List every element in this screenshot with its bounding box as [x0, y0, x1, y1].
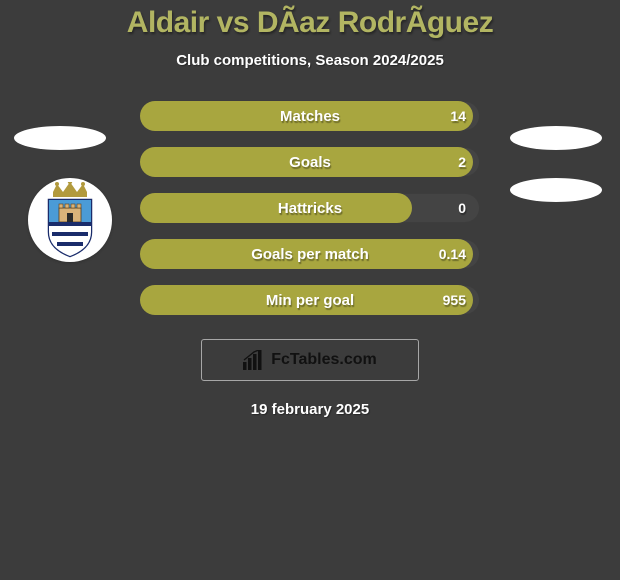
crown-icon	[53, 182, 87, 197]
club-badge	[28, 178, 112, 262]
stat-value: 955	[443, 292, 466, 308]
stats-container: Matches 14 Goals 2 Hattricks 0 Goals per…	[140, 101, 480, 315]
stat-label: Matches	[140, 108, 480, 125]
stat-row: Goals 2	[140, 147, 480, 177]
page-title: Aldair vs DÃ­az RodrÃ­guez	[0, 0, 620, 40]
fctables-icon	[243, 350, 265, 370]
page-subtitle: Club competitions, Season 2024/2025	[0, 52, 620, 69]
stat-label: Goals per match	[140, 246, 480, 263]
stat-value: 0.14	[439, 246, 466, 262]
stat-value: 2	[458, 154, 466, 170]
stat-label: Min per goal	[140, 292, 480, 309]
player-oval-left	[14, 126, 106, 150]
stat-value: 14	[450, 108, 466, 124]
footer-date: 19 february 2025	[0, 401, 620, 418]
fctables-badge: FcTables.com	[201, 339, 419, 381]
club-badge-svg	[35, 182, 105, 258]
stat-row: Min per goal 955	[140, 285, 480, 315]
player-oval-right-1	[510, 126, 602, 150]
stat-row: Hattricks 0	[140, 193, 480, 223]
stat-row: Goals per match 0.14	[140, 239, 480, 269]
shield-icon	[49, 200, 91, 256]
stat-value: 0	[458, 200, 466, 216]
stat-label: Hattricks	[140, 200, 480, 217]
comparison-infographic: Aldair vs DÃ­az RodrÃ­guez Club competit…	[0, 0, 620, 580]
fctables-label: FcTables.com	[271, 351, 377, 369]
stat-row: Matches 14	[140, 101, 480, 131]
player-oval-right-2	[510, 178, 602, 202]
stat-label: Goals	[140, 154, 480, 171]
